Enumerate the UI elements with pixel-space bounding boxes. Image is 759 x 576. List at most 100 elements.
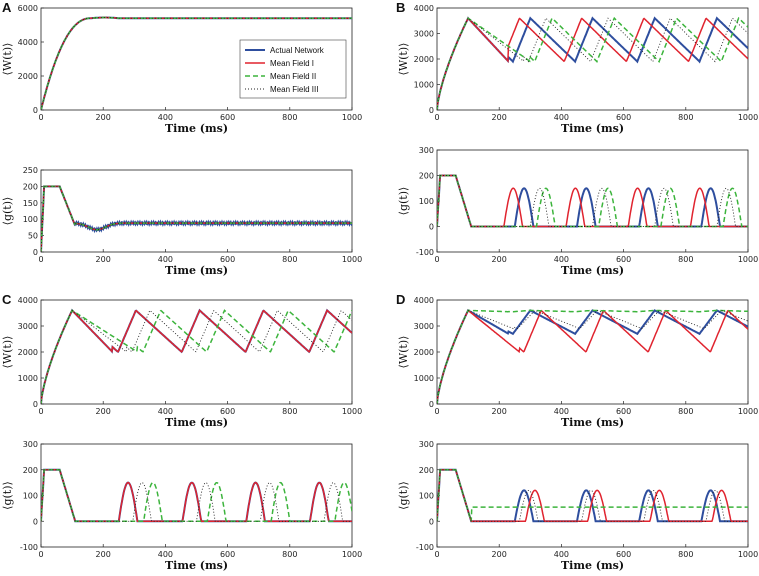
y-tick-label: 6000 [18,4,38,13]
y-tick-label: 150 [23,199,38,208]
panel-d-top: 0 200 400 600 800 1000 0 1000 2000 3000 4000 Time (… [396,292,758,429]
x-tick-label: 1000 [738,255,758,264]
y-tick-label: 3000 [414,322,434,331]
x-tick-label: 0 [434,113,439,122]
y-tick-label: 0 [429,106,434,115]
y-tick-label: 4000 [18,38,38,47]
y-tick-label: 2000 [18,72,38,81]
y-tick-label: 0 [33,517,38,526]
y-tick-label: 3000 [414,30,434,39]
x-tick-label: 0 [38,113,43,122]
legend-label-mf3: Mean Field III [270,85,318,94]
x-tick-label: 800 [282,407,297,416]
x-tick-label: 200 [96,113,111,122]
x-tick-label: 600 [220,550,235,559]
panel-c-top: 0 200 400 600 800 1000 0 1000 2000 3000 4000 Time (… [1,292,362,429]
x-tick-label: 800 [678,255,693,264]
x-axis-label: Time (ms) [561,416,624,429]
plot-area [436,299,749,405]
y-tick-label: 200 [23,466,38,475]
y-tick-label: 200 [419,172,434,181]
x-tick-label: 400 [554,407,569,416]
x-tick-label: 600 [616,255,631,264]
x-tick-label: 1000 [738,550,758,559]
x-tick-label: 800 [282,255,297,264]
x-axis-label: Time (ms) [561,559,624,572]
y-tick-label: 100 [23,492,38,501]
x-tick-label: 400 [554,550,569,559]
x-tick-label: 800 [678,550,693,559]
panel-label: D [396,292,405,307]
y-tick-label: -100 [416,543,434,552]
y-tick-label: -100 [20,543,38,552]
plot-area [40,169,353,253]
y-tick-label: 100 [419,197,434,206]
x-tick-label: 0 [434,255,439,264]
y-tick-label: 1000 [18,374,38,383]
y-axis-label: ⟨g(t)⟩ [397,187,410,216]
y-tick-label: 4000 [414,4,434,13]
y-tick-label: 250 [23,166,38,175]
series-line-mf3 [437,17,748,110]
y-tick-label: 0 [33,248,38,257]
x-tick-label: 200 [492,113,507,122]
y-tick-label: 50 [28,232,38,241]
series-line-actual [437,308,748,404]
series-line-mf3 [437,175,748,227]
x-tick-label: 200 [492,255,507,264]
x-axis-label: Time (ms) [165,122,228,135]
y-axis-label: ⟨W(t)⟩ [397,43,410,76]
x-tick-label: 0 [434,550,439,559]
y-tick-label: 3000 [18,322,38,331]
x-axis-label: Time (ms) [165,264,228,277]
y-tick-label: 1000 [414,81,434,90]
legend-label-mf2: Mean Field II [270,72,316,81]
x-tick-label: 800 [282,550,297,559]
plot-area [436,443,749,548]
x-tick-label: 800 [282,113,297,122]
series-line-mf3 [41,469,352,522]
x-tick-label: 600 [220,113,235,122]
x-tick-label: 0 [38,255,43,264]
y-tick-label: 2000 [414,55,434,64]
x-tick-label: 200 [96,550,111,559]
x-tick-label: 600 [616,550,631,559]
x-axis-label: Time (ms) [561,264,624,277]
series-line-mf1 [437,309,748,404]
y-tick-label: 0 [429,400,434,409]
y-tick-label: 2000 [18,348,38,357]
y-tick-label: 1000 [414,374,434,383]
y-tick-label: 2000 [414,348,434,357]
plot-area [436,149,749,253]
y-tick-label: 0 [33,106,38,115]
legend: Actual Network Mean Field I Mean Field II M… [239,39,347,99]
x-tick-label: 1000 [738,113,758,122]
x-tick-label: 200 [492,407,507,416]
series-line-mf1 [437,16,748,110]
x-tick-label: 200 [492,550,507,559]
x-tick-label: 400 [158,550,173,559]
y-tick-label: 4000 [18,296,38,305]
y-tick-label: 200 [23,182,38,191]
x-tick-label: 400 [158,407,173,416]
series-line-mf3 [437,469,748,522]
series-line-mf2 [437,469,748,522]
legend-label-actual: Actual Network [270,46,325,55]
x-tick-label: 400 [554,255,569,264]
y-tick-label: 300 [419,440,434,449]
x-tick-label: 400 [158,255,173,264]
y-axis-label: ⟨g(t)⟩ [1,481,14,510]
x-tick-label: 1000 [738,407,758,416]
y-tick-label: 0 [429,223,434,232]
y-axis-label: ⟨g(t)⟩ [397,481,410,510]
x-tick-label: 200 [96,407,111,416]
x-tick-label: 600 [220,255,235,264]
y-axis-label: ⟨W(t)⟩ [397,336,410,369]
y-axis-label: ⟨W(t)⟩ [1,336,14,369]
x-tick-label: 0 [38,407,43,416]
y-tick-label: 100 [23,215,38,224]
